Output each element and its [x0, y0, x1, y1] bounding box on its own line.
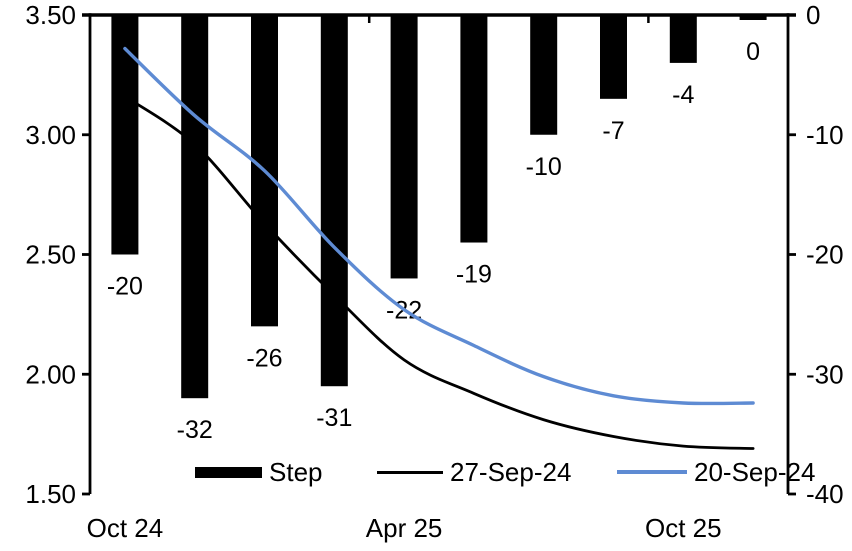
bar-value-label: -20	[107, 273, 143, 301]
right-axis-tick-label: -20	[806, 240, 844, 270]
bar	[460, 15, 488, 243]
bar-value-label: 0	[746, 38, 760, 66]
line-series-27-sep-24	[123, 95, 755, 450]
left-axis-tick-label: 2.00	[25, 359, 76, 389]
left-axis-tick-label: 1.50	[25, 479, 76, 509]
bar-value-label: -26	[246, 344, 282, 372]
legend-label-step: Step	[269, 456, 323, 487]
left-axis-tick-label: 3.00	[25, 120, 76, 150]
bar	[390, 15, 418, 279]
legend-item-27-sep-24: 27-Sep-24	[377, 457, 571, 487]
left-axis-tick-label: 2.50	[25, 240, 76, 270]
bar-value-label: -7	[602, 117, 624, 145]
bar	[600, 15, 627, 99]
bar-value-label: -19	[456, 261, 492, 289]
x-axis-label: Oct 25	[645, 513, 722, 543]
left-axis-tick-label: 3.50	[25, 0, 76, 30]
bar	[181, 15, 209, 399]
bar	[111, 15, 139, 255]
x-axis-label: Oct 24	[87, 513, 164, 543]
bar-value-label: -4	[672, 81, 694, 109]
right-axis-tick-label: -40	[806, 479, 844, 509]
bar-value-label: -31	[316, 404, 352, 432]
bar-value-label: -32	[177, 416, 213, 444]
legend-line-swatch-blue	[617, 470, 687, 474]
legend-item-20-sep-24: 20-Sep-24	[617, 457, 815, 487]
right-axis-tick-label: -10	[806, 120, 844, 150]
bar	[739, 15, 767, 20]
legend-label-27-sep-24: 27-Sep-24	[450, 456, 572, 487]
legend-item-step: Step	[195, 457, 323, 487]
bar	[320, 15, 348, 387]
line-series-20-sep-24	[123, 46, 755, 406]
x-axis-label: Apr 25	[366, 513, 443, 543]
right-axis-tick-label: -30	[806, 359, 844, 389]
bar	[669, 15, 697, 63]
right-axis-tick-label: 0	[806, 0, 820, 30]
bar	[530, 15, 558, 135]
bar-value-label: -10	[526, 153, 562, 181]
legend-bar-swatch	[195, 466, 262, 478]
legend-label-20-sep-24: 20-Sep-24	[694, 456, 816, 487]
legend-line-swatch-black	[377, 470, 443, 474]
